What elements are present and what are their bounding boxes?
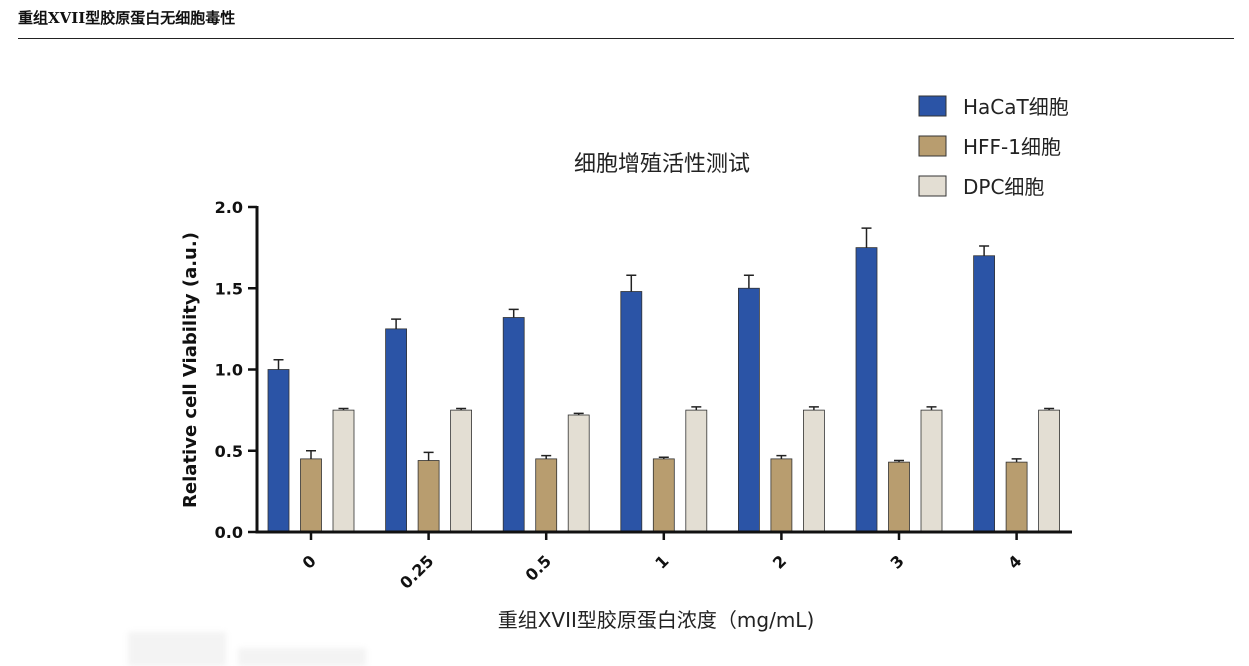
- page-title: 重组XVII型胶原蛋白无细胞毒性: [18, 9, 236, 27]
- legend-swatch: [918, 175, 947, 197]
- legend-label: HFF-1细胞: [963, 135, 1061, 159]
- bar: [1038, 409, 1060, 533]
- bar: [855, 247, 878, 533]
- x-tick-label: 3: [887, 551, 908, 572]
- bar: [385, 328, 408, 533]
- bar: [535, 458, 558, 533]
- bar: [738, 287, 760, 533]
- x-tick-label: 0.25: [396, 551, 437, 592]
- y-tick-label: 0.0: [215, 523, 243, 542]
- x-tick-label: 2: [769, 551, 790, 572]
- bar: [888, 461, 910, 533]
- legend-label: DPC细胞: [963, 175, 1044, 199]
- bar: [300, 458, 322, 533]
- y-tick-label: 0.5: [215, 442, 243, 461]
- x-axis-title: 重组XVII型胶原蛋白浓度（mg/mL): [498, 608, 815, 632]
- x-tick-label: 1: [651, 551, 672, 572]
- blurred-region: [128, 632, 226, 666]
- bar: [502, 317, 525, 533]
- bar: [417, 460, 440, 533]
- y-tick-label: 2.0: [215, 198, 243, 217]
- y-tick-label: 1.5: [215, 279, 243, 298]
- legend-label: HaCaT细胞: [963, 95, 1069, 119]
- chart-title: 细胞增殖活性测试: [574, 152, 750, 177]
- x-tick-label: 4: [1004, 551, 1025, 572]
- bar: [1005, 461, 1028, 533]
- legend: HaCaT细胞 HFF-1细胞 DPC细胞: [918, 95, 1069, 199]
- header-divider: [18, 38, 1234, 39]
- bar: [770, 458, 793, 533]
- blurred-region: [238, 648, 366, 666]
- y-tick-label: 1.0: [215, 361, 243, 380]
- y-axis-title: Relative cell Viability (a.u.): [180, 232, 201, 508]
- legend-swatch: [918, 95, 947, 117]
- x-tick-label: 0.5: [522, 551, 555, 584]
- bar: [920, 409, 943, 533]
- legend-swatch: [918, 135, 947, 157]
- bar: [450, 409, 473, 533]
- bar-series: [267, 227, 1060, 533]
- bar: [332, 409, 355, 533]
- x-tick-label: 0: [299, 551, 320, 572]
- bar: [267, 369, 290, 533]
- axes: 0 0.25 0.5 1 2 3 4 0.0 0.5 1.0 1.5 2.0: [215, 198, 1072, 593]
- bar: [803, 409, 825, 533]
- bar: [652, 458, 675, 533]
- bar: [973, 255, 995, 533]
- bar: [620, 291, 643, 533]
- bar: [567, 414, 590, 533]
- bar: [685, 409, 708, 533]
